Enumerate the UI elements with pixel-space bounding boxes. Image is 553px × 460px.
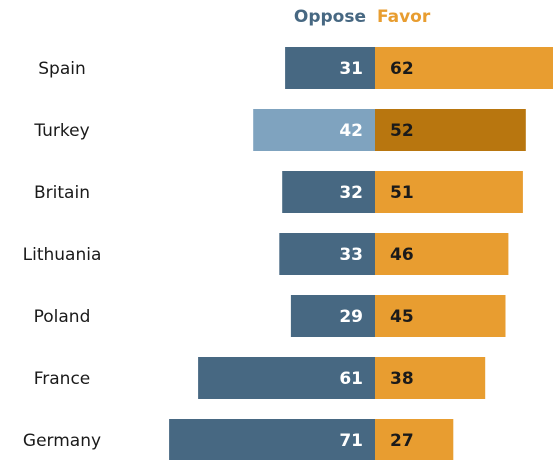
- category-label: Britain: [34, 183, 90, 203]
- favor-bar: [375, 171, 523, 213]
- oppose-bar: [279, 233, 375, 275]
- favor-bar: [375, 357, 486, 399]
- favor-value-label: 62: [390, 59, 414, 79]
- bar-row-britain: Britain 32 51: [34, 171, 523, 213]
- oppose-bar: [198, 357, 375, 399]
- bar-row-poland: Poland 29 45: [34, 295, 506, 337]
- bar-rows: Spain 31 62 Turkey 42 52 Britain 32 51 Lithuania 3…: [23, 47, 553, 460]
- category-label: Spain: [38, 59, 86, 79]
- oppose-value-label: 31: [339, 59, 363, 79]
- favor-value-label: 38: [390, 369, 414, 389]
- oppose-bar: [282, 171, 375, 213]
- favor-bar: [375, 47, 553, 89]
- bar-row-turkey: Turkey 42 52: [33, 109, 526, 151]
- oppose-value-label: 33: [339, 245, 363, 265]
- favor-bar: [375, 233, 509, 275]
- favor-bar: [375, 109, 526, 151]
- oppose-bar: [169, 419, 375, 460]
- favor-value-label: 45: [390, 307, 414, 327]
- category-label: Germany: [23, 431, 101, 451]
- favor-value-label: 27: [390, 431, 414, 451]
- legend-oppose: Oppose: [294, 7, 366, 27]
- favor-value-label: 51: [390, 183, 414, 203]
- bar-row-lithuania: Lithuania 33 46: [23, 233, 509, 275]
- bar-row-france: France 61 38: [34, 357, 486, 399]
- favor-bar: [375, 419, 454, 460]
- category-label: Turkey: [33, 121, 89, 141]
- oppose-value-label: 32: [339, 183, 363, 203]
- bar-row-spain: Spain 31 62: [38, 47, 553, 89]
- favor-value-label: 46: [390, 245, 414, 265]
- legend-favor: Favor: [377, 7, 431, 27]
- oppose-value-label: 71: [339, 431, 363, 451]
- oppose-value-label: 61: [339, 369, 363, 389]
- oppose-bar: [290, 295, 375, 337]
- oppose-value-label: 29: [339, 307, 363, 327]
- category-label: Lithuania: [23, 245, 102, 265]
- category-label: France: [34, 369, 91, 389]
- favor-bar: [375, 295, 506, 337]
- oppose-bar: [253, 109, 375, 151]
- legend: Oppose Favor: [294, 7, 431, 27]
- oppose-bar: [285, 47, 375, 89]
- category-label: Poland: [34, 307, 91, 327]
- bar-row-germany: Germany 71 27: [23, 419, 454, 460]
- oppose-value-label: 42: [339, 121, 363, 141]
- favor-value-label: 52: [390, 121, 414, 141]
